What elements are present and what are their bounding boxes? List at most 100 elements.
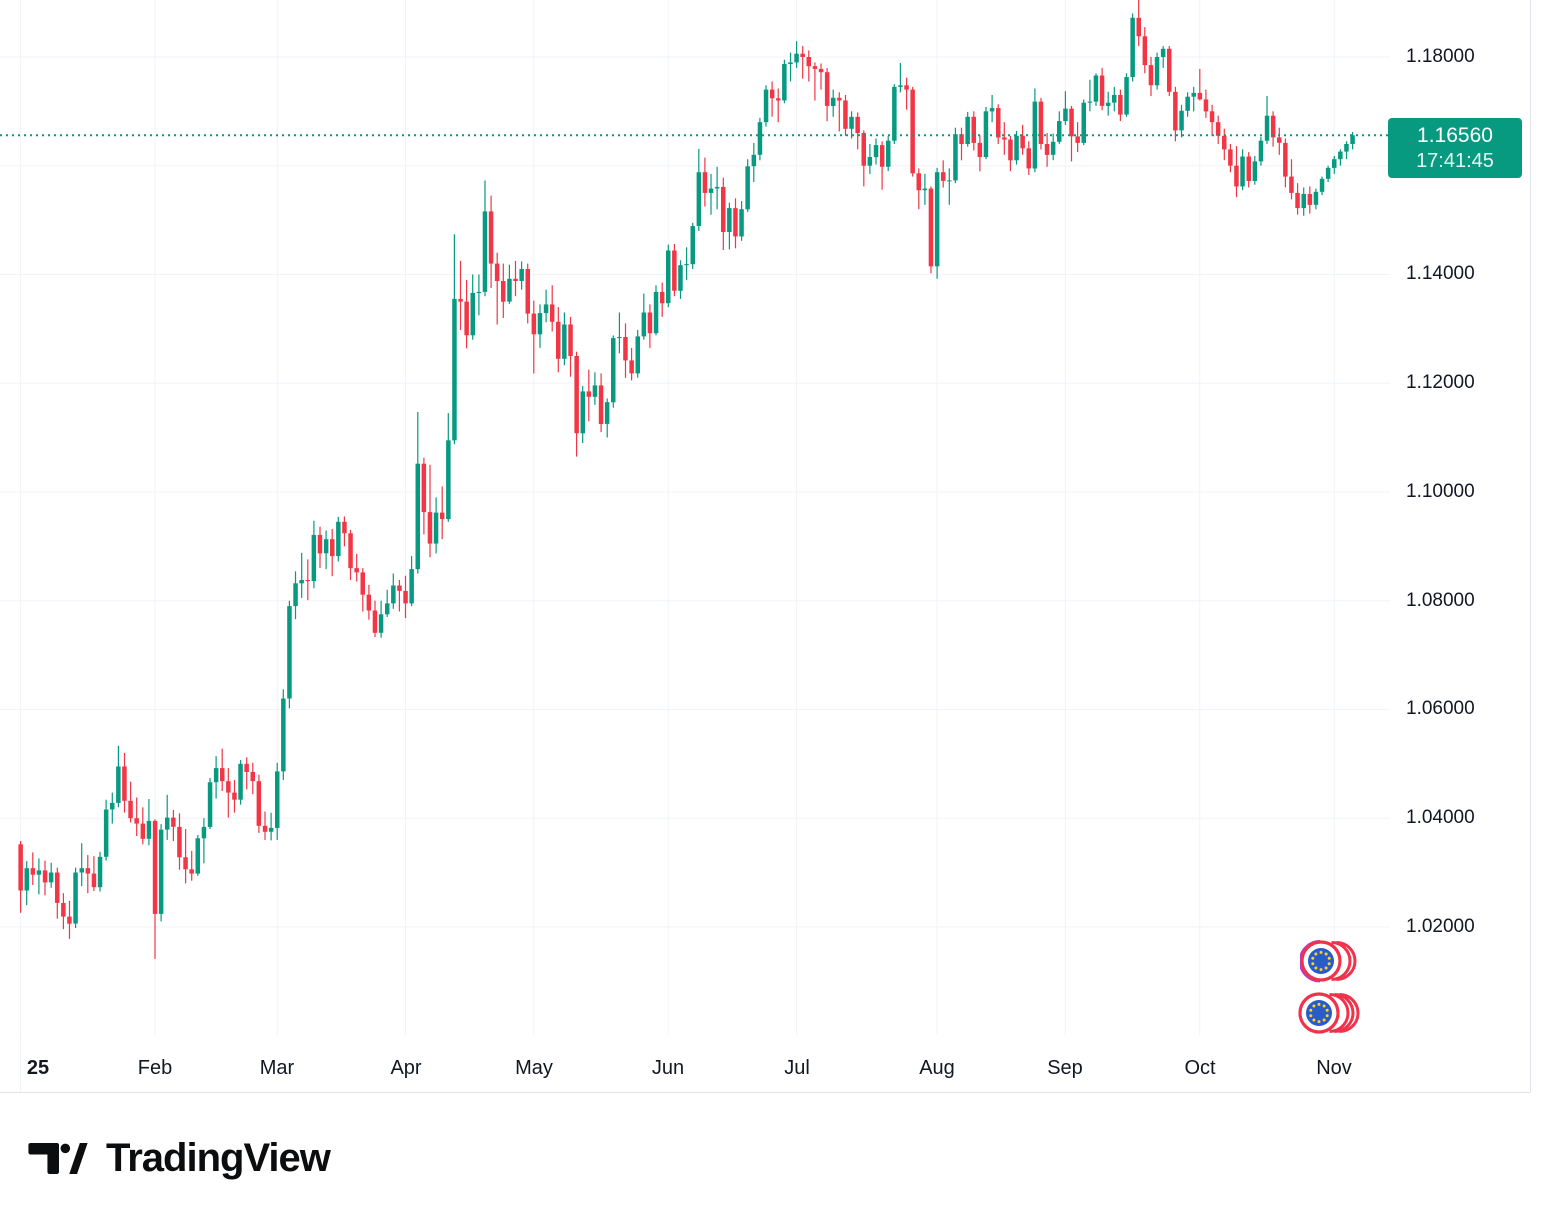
candle bbox=[733, 198, 738, 249]
eu-stars bbox=[1309, 1002, 1329, 1024]
candle bbox=[1289, 159, 1294, 200]
candle bbox=[794, 41, 799, 68]
candle bbox=[879, 141, 885, 190]
candle bbox=[275, 762, 280, 840]
candle bbox=[568, 316, 573, 377]
candle bbox=[659, 282, 665, 317]
candle bbox=[745, 159, 750, 212]
candle bbox=[128, 781, 133, 823]
candle bbox=[177, 813, 182, 870]
candle bbox=[1032, 88, 1038, 173]
candle bbox=[48, 862, 54, 888]
candle bbox=[213, 756, 219, 799]
candle bbox=[1112, 86, 1117, 112]
candle bbox=[1258, 136, 1264, 166]
candle bbox=[678, 260, 683, 299]
candle bbox=[886, 135, 891, 172]
candle bbox=[281, 689, 286, 781]
candle bbox=[751, 142, 757, 182]
candle bbox=[574, 351, 579, 457]
candle bbox=[959, 127, 964, 161]
candle bbox=[727, 202, 732, 250]
price-axis-label: 1.10000 bbox=[1406, 481, 1475, 502]
candle bbox=[238, 760, 243, 805]
candle bbox=[941, 160, 946, 188]
candle bbox=[996, 104, 1001, 144]
eu-flag-event-icon[interactable] bbox=[1300, 938, 1366, 984]
candle bbox=[1203, 89, 1209, 118]
candle bbox=[818, 63, 824, 90]
candle bbox=[1063, 91, 1068, 125]
tradingview-logo-mark bbox=[28, 1143, 88, 1174]
candle bbox=[1234, 146, 1239, 198]
candle bbox=[617, 312, 622, 354]
candle bbox=[1222, 128, 1227, 161]
price-axis-label: 1.14000 bbox=[1406, 263, 1475, 284]
candle bbox=[55, 867, 60, 919]
tradingview-logo[interactable]: TradingView bbox=[28, 1136, 331, 1181]
candle bbox=[268, 812, 274, 841]
candle bbox=[1069, 105, 1074, 162]
candle bbox=[580, 385, 585, 443]
time-axis-label: May bbox=[515, 1057, 553, 1079]
candle bbox=[494, 252, 500, 325]
candle bbox=[287, 600, 292, 709]
candle bbox=[232, 780, 237, 813]
candlestick-chart[interactable] bbox=[0, 0, 1390, 1042]
candle bbox=[391, 573, 396, 609]
candle bbox=[556, 307, 561, 373]
candle bbox=[293, 571, 298, 620]
candle bbox=[226, 768, 231, 818]
candle bbox=[1075, 122, 1080, 153]
candle bbox=[849, 111, 854, 139]
candle bbox=[519, 261, 524, 290]
candle bbox=[1295, 183, 1300, 215]
time-axis-border bbox=[0, 1092, 1530, 1093]
candle bbox=[134, 797, 139, 837]
candle bbox=[855, 112, 860, 150]
candle bbox=[85, 855, 91, 894]
candle bbox=[323, 530, 329, 570]
candle bbox=[861, 130, 866, 187]
candle bbox=[647, 304, 653, 348]
candle bbox=[1099, 67, 1105, 111]
candle bbox=[110, 792, 115, 824]
candle bbox=[965, 111, 970, 147]
bar-countdown: 17:41:45 bbox=[1416, 149, 1494, 172]
candle bbox=[476, 274, 482, 316]
price-axis-label: 1.12000 bbox=[1406, 372, 1475, 393]
candle bbox=[195, 835, 200, 876]
candle bbox=[1026, 141, 1031, 175]
candle bbox=[470, 274, 475, 340]
price-axis-border bbox=[1530, 0, 1531, 1092]
candle bbox=[421, 457, 427, 535]
candle bbox=[79, 843, 84, 887]
candle bbox=[1167, 46, 1172, 97]
eu-flag-event-icon[interactable] bbox=[1298, 990, 1364, 1036]
candle bbox=[1283, 138, 1288, 188]
candle bbox=[806, 50, 811, 82]
candle bbox=[415, 412, 420, 574]
candle bbox=[653, 285, 659, 336]
candle bbox=[708, 173, 714, 215]
candle bbox=[336, 516, 341, 562]
candle bbox=[1093, 73, 1099, 106]
candle bbox=[1240, 149, 1245, 191]
candle bbox=[898, 63, 903, 93]
candle bbox=[488, 195, 494, 288]
candle bbox=[366, 584, 372, 620]
candle bbox=[916, 168, 921, 210]
candle bbox=[427, 464, 433, 558]
candle bbox=[409, 556, 414, 607]
candle bbox=[586, 369, 592, 422]
candle bbox=[1332, 155, 1337, 174]
candle bbox=[1105, 91, 1111, 116]
candle bbox=[928, 186, 934, 274]
gridlines bbox=[0, 0, 1390, 1042]
candle bbox=[666, 244, 671, 308]
candle bbox=[672, 244, 677, 297]
candle bbox=[140, 807, 146, 845]
candle bbox=[782, 59, 787, 104]
candle bbox=[690, 222, 695, 269]
